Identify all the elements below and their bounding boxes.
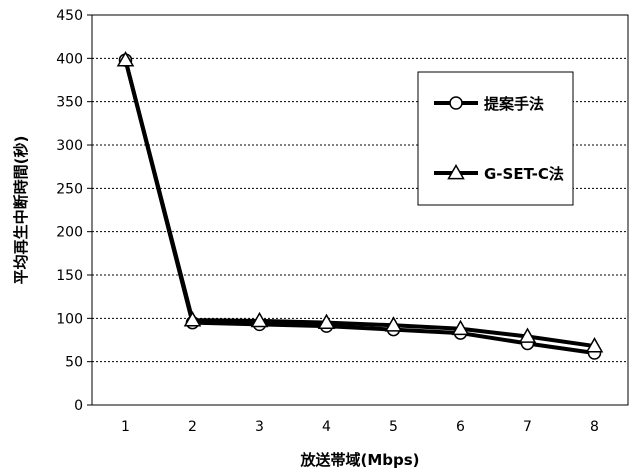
- legend-item: 提案手法: [434, 95, 544, 113]
- series-group: [116, 51, 604, 360]
- y-axis-title: 平均再生中断時間(秒): [12, 136, 30, 285]
- y-tick-label: 100: [56, 311, 83, 327]
- data-point: [116, 51, 135, 67]
- x-tick-label: 4: [322, 419, 331, 435]
- data-point: [250, 311, 269, 328]
- y-tick-label: 200: [56, 225, 83, 241]
- x-tick-label: 8: [590, 419, 599, 435]
- legend-marker: [449, 96, 463, 110]
- axes: [91, 14, 629, 406]
- x-tick-label: 6: [456, 419, 465, 435]
- y-tick-label: 450: [56, 8, 83, 24]
- series-2: [116, 51, 604, 353]
- x-tick-label: 7: [523, 419, 532, 435]
- y-tick-label: 0: [74, 398, 83, 414]
- legend-label: 提案手法: [484, 95, 544, 113]
- x-tick-label: 3: [255, 419, 264, 435]
- x-tick-label: 2: [188, 419, 197, 435]
- series-line: [123, 59, 595, 355]
- x-axis-title: 放送帯域(Mbps): [299, 451, 419, 469]
- legend-label: G-SET-C法: [484, 165, 564, 183]
- series-line: [123, 59, 595, 349]
- y-tick-label: 400: [56, 51, 83, 67]
- x-tick-label: 5: [389, 419, 398, 435]
- data-point: [317, 313, 336, 330]
- y-tick-label: 350: [56, 95, 83, 111]
- x-tick-labels: 1 2 3 4 5 6 7 8: [121, 419, 599, 435]
- y-tick-label: 150: [56, 268, 83, 284]
- data-point: [585, 337, 604, 353]
- legend-item: G-SET-C法: [434, 163, 564, 183]
- x-tick-label: 1: [121, 419, 130, 435]
- legend-marker: [447, 163, 465, 180]
- gridlines: [92, 57, 628, 363]
- data-point: [384, 316, 403, 332]
- data-point: [183, 311, 202, 327]
- data-point: [451, 319, 470, 336]
- legend-box: [417, 71, 574, 206]
- plot-area-border: [91, 14, 629, 406]
- legend: 提案手法 G-SET-C法: [417, 71, 574, 206]
- y-tick-label: 300: [56, 138, 83, 154]
- y-tick-labels: 0 50 100 150 200 250 300 350 400 450: [56, 8, 92, 414]
- y-tick-label: 250: [56, 181, 83, 197]
- y-tick-label: 50: [65, 355, 83, 371]
- data-point: [518, 327, 537, 343]
